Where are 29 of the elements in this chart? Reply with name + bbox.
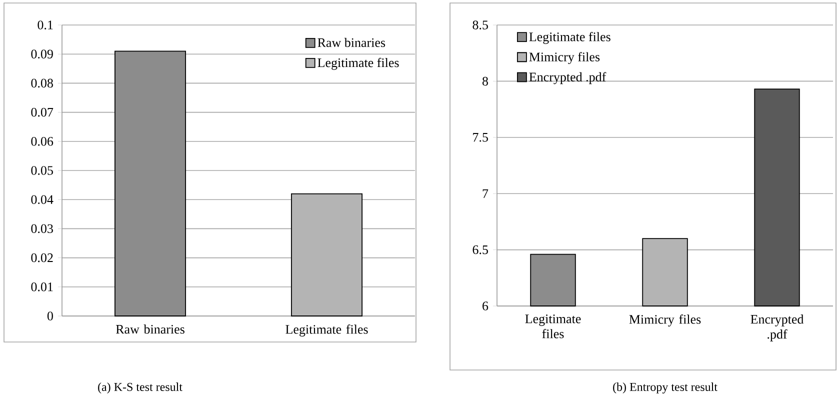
x-tick-label: Raw binaries (116, 324, 184, 334)
y-tick-label: 0.02 (31, 253, 53, 262)
x-tick-label: Encrypted .pdf (750, 314, 804, 342)
y-tick-label: 0.01 (31, 282, 53, 292)
y-tick-label: 8.5 (472, 20, 488, 30)
y-tick-label: 0.08 (31, 78, 53, 88)
legend-label: Encrypted .pdf (529, 72, 606, 84)
y-tick-label: 6.5 (472, 245, 488, 254)
y-tick-label: 0.04 (31, 195, 54, 204)
y-tick-label: 0.09 (31, 50, 53, 59)
y-tick-label: 0.03 (31, 224, 53, 234)
text: (a) K-S test result (98, 382, 182, 394)
legend-label: Legitimate files (318, 58, 399, 70)
y-tick-label: 0.1 (38, 20, 53, 30)
y-tick-label: 0 (47, 312, 53, 320)
legend-label: Raw binaries (318, 38, 386, 48)
x-tick-label: Mimicry files (629, 314, 701, 326)
x-tick-label: Legitimate files (525, 314, 581, 338)
text: (b) Entropy test result (613, 382, 718, 394)
y-tick-label: 0.06 (31, 136, 54, 146)
y-tick-label: 7 (482, 189, 488, 198)
legend-label: Legitimate files (529, 32, 610, 44)
y-tick-label: 0.05 (31, 166, 53, 175)
x-tick-label: Legitimate files (286, 324, 368, 336)
legend-label: Mimicry files (529, 52, 600, 64)
y-tick-label: 6 (482, 302, 488, 310)
y-tick-label: 8 (482, 76, 488, 86)
y-tick-label: 7.5 (473, 133, 488, 142)
y-tick-label: 0.07 (31, 108, 54, 117)
